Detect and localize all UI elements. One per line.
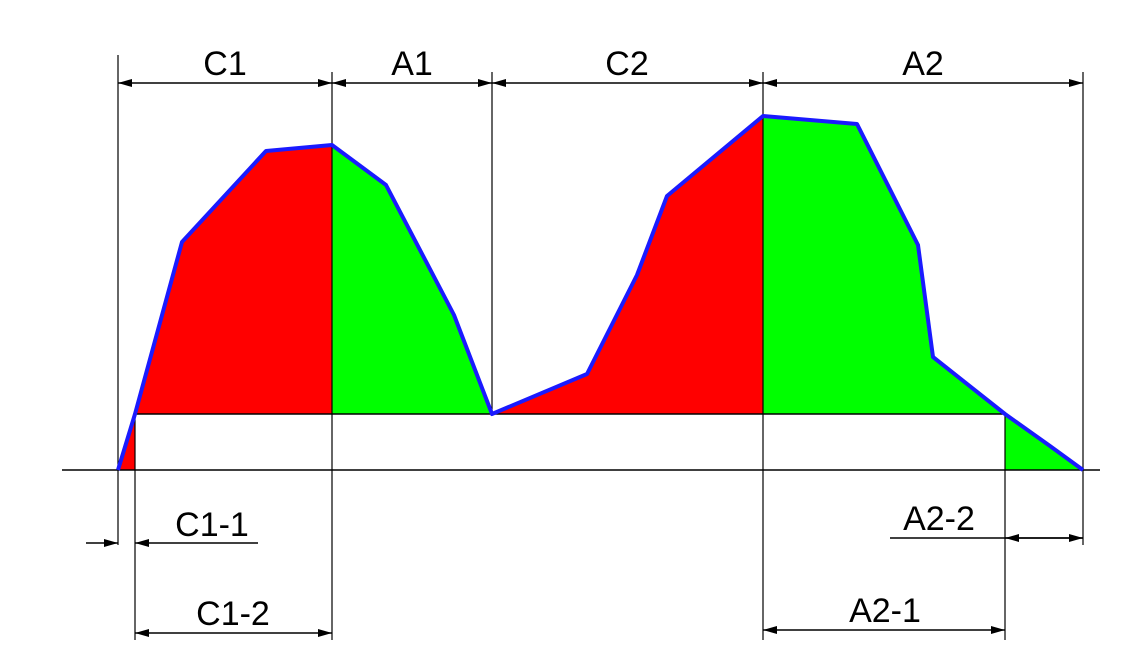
label-c1-2: C1-2 bbox=[196, 595, 270, 633]
ground-profile-outline bbox=[116, 114, 1085, 472]
label-a1: A1 bbox=[391, 45, 433, 83]
label-a2-2: A2-2 bbox=[903, 500, 975, 538]
label-c1-1: C1-1 bbox=[175, 506, 249, 544]
label-a2: A2 bbox=[902, 45, 944, 83]
fill-region-a2-1 bbox=[763, 116, 1005, 414]
cut-region-c2 bbox=[492, 116, 763, 414]
label-c2: C2 bbox=[605, 45, 648, 83]
label-a2-1: A2-1 bbox=[849, 592, 921, 630]
label-c1: C1 bbox=[203, 45, 246, 83]
fill-region-a1 bbox=[332, 145, 492, 414]
cut-region-c1 bbox=[135, 145, 332, 414]
